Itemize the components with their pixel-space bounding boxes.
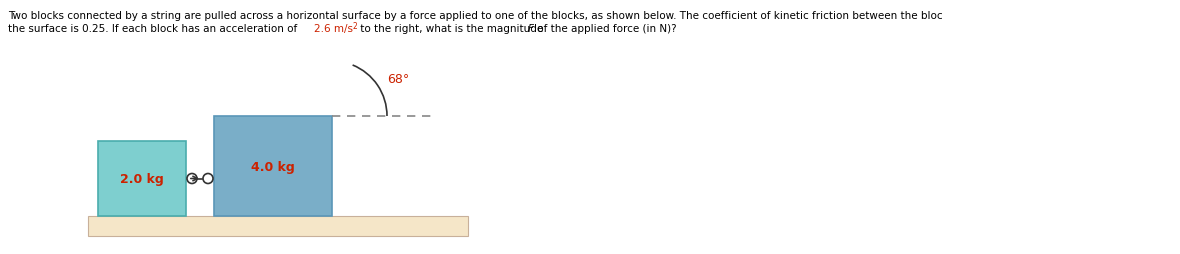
Bar	[98, 141, 186, 216]
Text: 2: 2	[352, 22, 356, 31]
Text: to the right, what is the magnitude: to the right, what is the magnitude	[358, 24, 546, 34]
Text: 68°: 68°	[387, 73, 409, 86]
Text: 4.0 kg: 4.0 kg	[251, 160, 295, 173]
Text: 2.6 m/s: 2.6 m/s	[314, 24, 353, 34]
Text: 2.0 kg: 2.0 kg	[120, 172, 164, 185]
Text: of the applied force (in N)?: of the applied force (in N)?	[535, 24, 676, 34]
Bar	[214, 117, 332, 216]
Text: F: F	[527, 24, 535, 34]
Text: the surface is 0.25. If each block has an acceleration of: the surface is 0.25. If each block has a…	[8, 24, 301, 34]
Bar	[88, 216, 468, 236]
Text: Two blocks connected by a string are pulled across a horizontal surface by a for: Two blocks connected by a string are pul…	[8, 11, 943, 21]
